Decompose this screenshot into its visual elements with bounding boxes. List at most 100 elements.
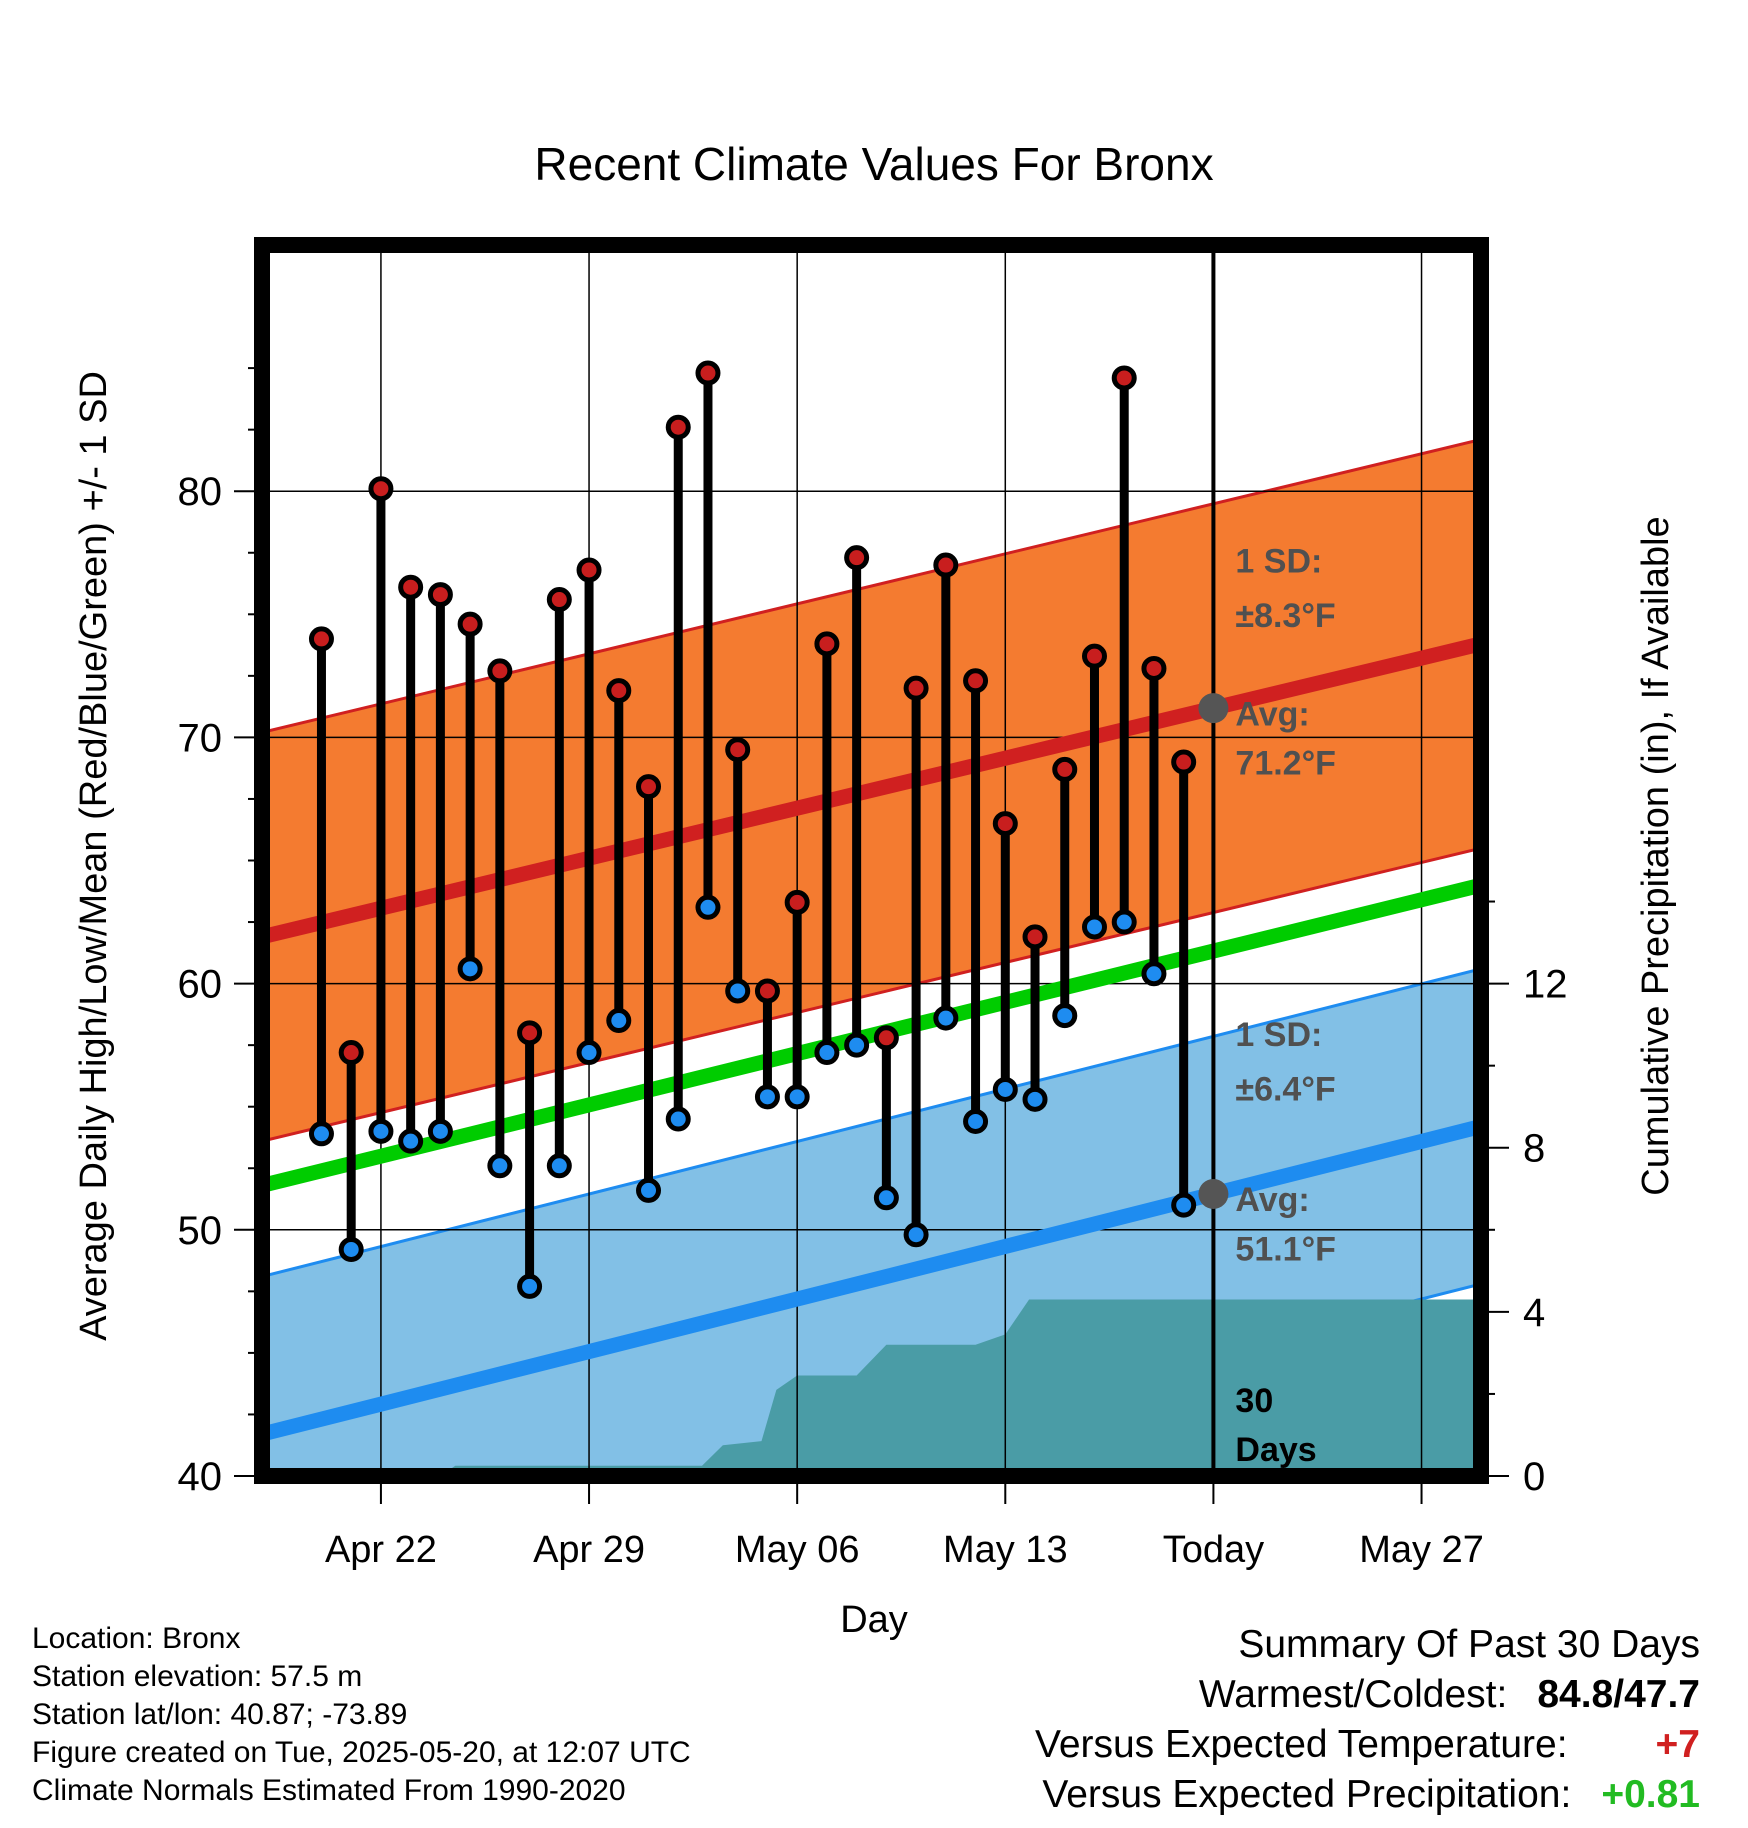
high-normal-line	[262, 636, 1481, 945]
x-tick-label: Apr 29	[533, 1529, 645, 1571]
low-avg-value: 51.1°F	[1235, 1230, 1336, 1268]
daily-low-point	[1081, 914, 1107, 940]
elevation-text: Station elevation: 57.5 m	[32, 1660, 363, 1693]
daily-high-point	[368, 476, 394, 502]
latlon-text: Station lat/lon: 40.87; -73.89	[32, 1698, 408, 1731]
x-tick-label: May 06	[735, 1529, 860, 1571]
daily-low-point	[1141, 961, 1167, 987]
daily-low-point	[338, 1236, 364, 1262]
days-count-number: 30	[1235, 1382, 1273, 1420]
daily-high-point	[1171, 749, 1197, 775]
daily-high-point	[546, 587, 572, 613]
precip-value: +0.81	[1601, 1773, 1700, 1816]
daily-low-point	[725, 978, 751, 1004]
today-low-normal-marker	[1198, 1178, 1229, 1209]
daily-high-point	[457, 611, 483, 637]
high-sd-band-lower-edge	[262, 846, 1481, 1143]
daily-high-point	[695, 360, 721, 386]
station-info: Location: Bronx Station elevation: 57.5 …	[32, 1620, 691, 1810]
daily-low-point	[1111, 909, 1137, 935]
daily-low-point	[368, 1118, 394, 1144]
normals-text: Climate Normals Estimated From 1990-2020	[32, 1774, 626, 1807]
daily-high-point	[1022, 924, 1048, 950]
daily-high-point	[903, 675, 929, 701]
daily-low-point	[933, 1005, 959, 1031]
daily-high-point	[933, 552, 959, 578]
daily-low-point	[814, 1040, 840, 1066]
daily-high-point	[754, 978, 780, 1004]
location-text: Location: Bronx	[32, 1622, 241, 1655]
high-avg-value: 71.2°F	[1235, 745, 1336, 783]
daily-high-point	[963, 668, 989, 694]
daily-high-point	[308, 626, 334, 652]
daily-high-point	[725, 737, 751, 763]
daily-high-point	[784, 889, 810, 915]
warmest-row: Warmest/Coldest: 84.8/47.7	[1035, 1670, 1700, 1720]
daily-high-point	[1081, 643, 1107, 669]
x-axis-label: Day	[840, 1599, 908, 1641]
high-sd-value: ±8.3°F	[1235, 597, 1335, 635]
x-tick-label: May 13	[943, 1529, 1068, 1571]
y-axis-label: Average Daily High/Low/Mean (Red/Blue/Gr…	[73, 371, 115, 1341]
right-axis-label: Cumulative Precipitation (in), If Availa…	[1635, 516, 1677, 1195]
daily-high-point	[1141, 655, 1167, 681]
precip-label: Versus Expected Precipitation:	[1042, 1773, 1572, 1816]
x-tick-label: May 27	[1359, 1529, 1484, 1571]
low-sd-label: 1 SD:	[1235, 1016, 1322, 1054]
low-sd-band-upper-edge	[262, 967, 1481, 1279]
daily-high-point	[665, 414, 691, 440]
y-tick-label: 70	[178, 716, 223, 760]
y-tick-label: 40	[178, 1455, 223, 1499]
precip-area	[262, 1299, 1481, 1476]
y-tick-label: 50	[178, 1209, 223, 1253]
daily-low-point	[517, 1273, 543, 1299]
daily-low-point	[1052, 1003, 1078, 1029]
daily-low-point	[844, 1032, 870, 1058]
daily-high-point	[636, 774, 662, 800]
warmest-label: Warmest/Coldest:	[1198, 1673, 1508, 1716]
daily-low-point	[903, 1222, 929, 1248]
daily-low-point	[487, 1153, 513, 1179]
temp-label: Versus Expected Temperature:	[1034, 1723, 1568, 1766]
daily-low-point	[457, 956, 483, 982]
daily-low-point	[308, 1121, 334, 1147]
y-tick-label: 80	[178, 470, 223, 514]
daily-high-point	[844, 545, 870, 571]
today-high-normal-marker	[1198, 693, 1229, 724]
daily-high-point	[1052, 756, 1078, 782]
x-tick-label: Apr 22	[325, 1529, 437, 1571]
daily-high-point	[427, 582, 453, 608]
created-text: Figure created on Tue, 2025-05-20, at 12…	[32, 1736, 691, 1769]
daily-low-point	[1171, 1192, 1197, 1218]
daily-high-point	[487, 658, 513, 684]
y2-tick-label: 4	[1523, 1291, 1545, 1335]
daily-low-point	[636, 1177, 662, 1203]
daily-low-point	[427, 1118, 453, 1144]
y2-tick-label: 0	[1523, 1455, 1545, 1499]
daily-low-point	[665, 1106, 691, 1132]
daily-low-point	[754, 1084, 780, 1110]
daily-high-point	[1111, 365, 1137, 391]
high-avg-label: Avg:	[1235, 695, 1309, 733]
mean-normal-line	[262, 877, 1481, 1193]
temp-value: +7	[1655, 1723, 1700, 1766]
y2-tick-label: 8	[1523, 1127, 1545, 1171]
daily-high-point	[814, 631, 840, 657]
low-normal-line	[262, 1119, 1481, 1442]
warmest-value: 84.8/47.7	[1537, 1673, 1700, 1716]
summary-panel: Summary Of Past 30 Days Warmest/Coldest:…	[1035, 1620, 1700, 1820]
summary-title: Summary Of Past 30 Days	[1238, 1623, 1700, 1666]
daily-low-point	[873, 1185, 899, 1211]
high-sd-band-upper-edge	[262, 438, 1481, 734]
days-count-word: Days	[1235, 1431, 1316, 1469]
low-avg-label: Avg:	[1235, 1181, 1309, 1219]
daily-low-point	[606, 1008, 632, 1034]
chart-title: Recent Climate Values For Bronx	[534, 138, 1213, 190]
high-sd-label: 1 SD:	[1235, 543, 1322, 581]
daily-low-point	[576, 1040, 602, 1066]
precip-row: Versus Expected Precipitation: +0.81	[1035, 1770, 1700, 1820]
daily-low-point	[398, 1128, 424, 1154]
temp-row: Versus Expected Temperature: +7	[1035, 1720, 1700, 1770]
daily-low-point	[1022, 1086, 1048, 1112]
